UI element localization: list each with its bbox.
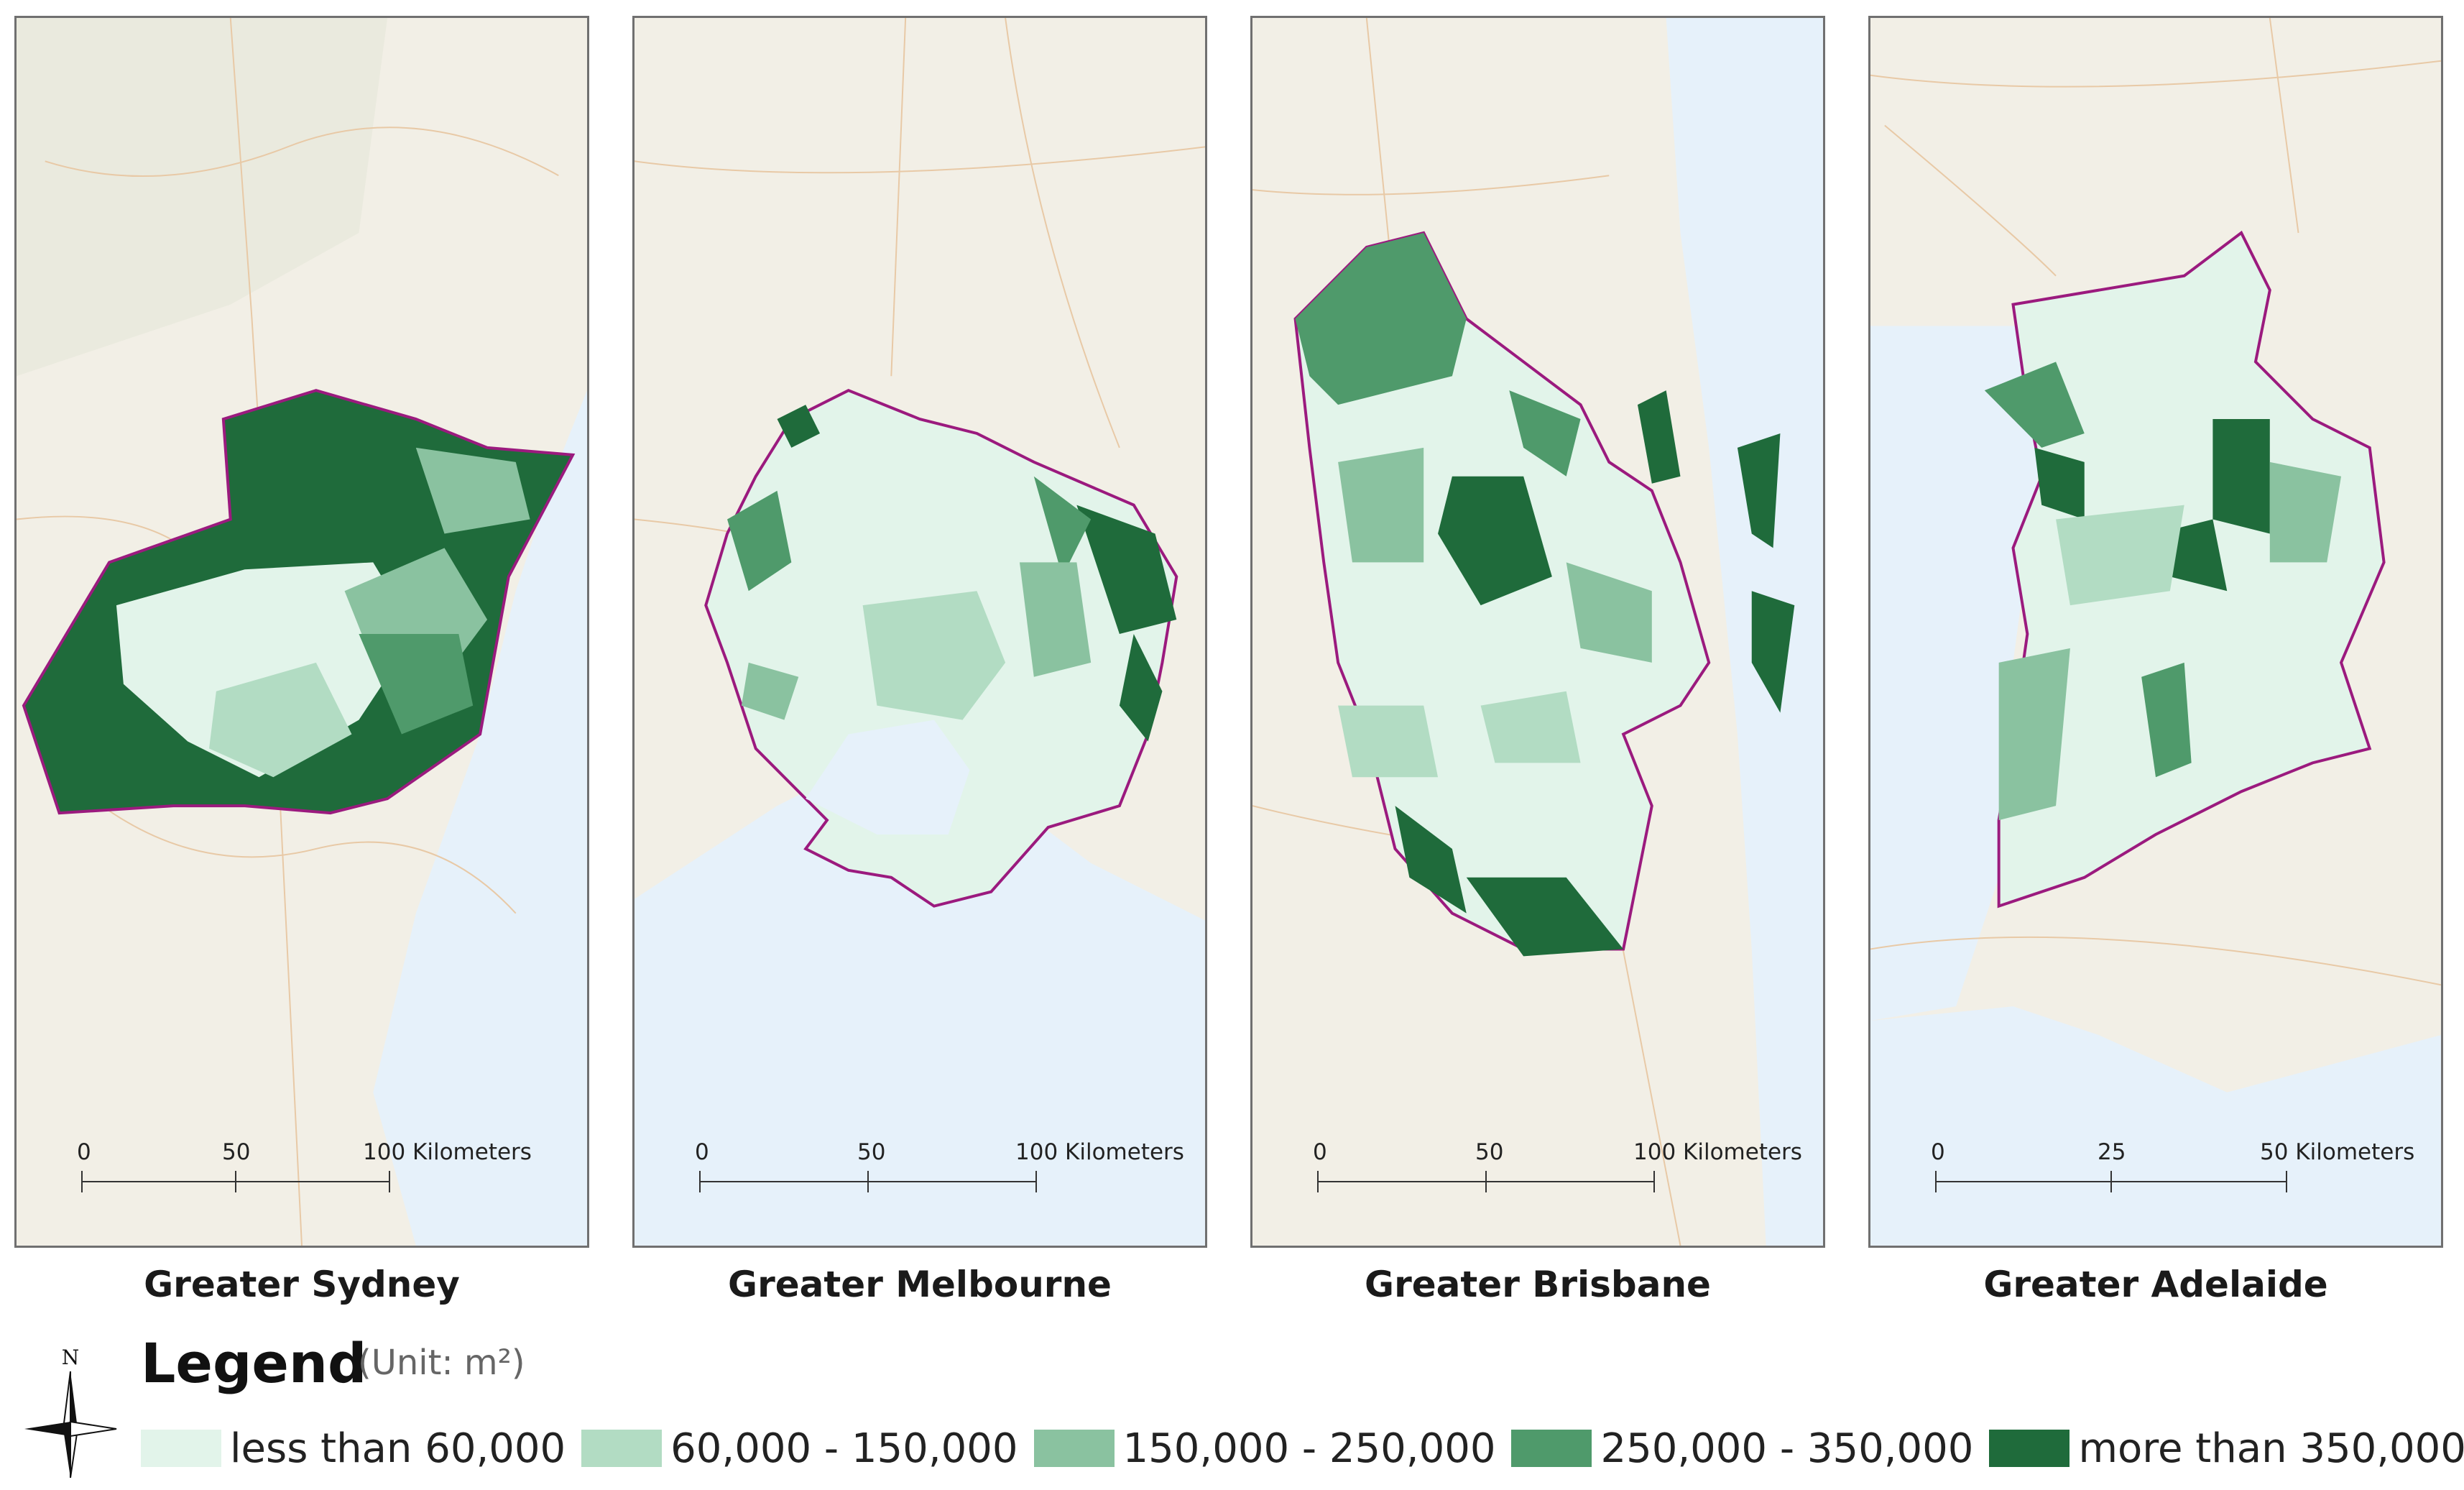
scale-tick bbox=[2110, 1171, 2112, 1192]
map-panel-adelaide: 0 25 50 Kilometers bbox=[1868, 16, 2443, 1248]
scale-tick bbox=[389, 1171, 390, 1192]
map-melbourne bbox=[635, 18, 1205, 1246]
scale-tick-label: 0 bbox=[77, 1139, 91, 1165]
scale-tick-label: 25 bbox=[2098, 1139, 2126, 1165]
north-label: N bbox=[62, 1346, 80, 1369]
north-arrow-icon: N bbox=[20, 1344, 121, 1481]
map-panel-melbourne: 0 50 100 Kilometers bbox=[632, 16, 1207, 1248]
scale-tick-label: 50 bbox=[1475, 1139, 1504, 1165]
scale-tick bbox=[867, 1171, 869, 1192]
scale-tick bbox=[699, 1171, 701, 1192]
scalebar-brisbane: 0 50 100 Kilometers bbox=[1313, 1139, 1802, 1225]
scalebar-adelaide: 0 25 50 Kilometers bbox=[1931, 1139, 2414, 1225]
scale-tick bbox=[81, 1171, 83, 1192]
legend-label: 250,000 - 350,000 bbox=[1600, 1425, 1974, 1472]
legend-label: less than 60,000 bbox=[230, 1425, 566, 1472]
legend-item: 60,000 - 150,000 bbox=[581, 1425, 1018, 1472]
legend-item: 250,000 - 350,000 bbox=[1511, 1425, 1973, 1472]
legend-item: more than 350,000 bbox=[1989, 1425, 2464, 1472]
scale-tick-label: 100 Kilometers bbox=[1633, 1139, 1802, 1165]
caption-adelaide: Greater Adelaide bbox=[1983, 1264, 2328, 1305]
scale-tick bbox=[2286, 1171, 2287, 1192]
caption-melbourne: Greater Melbourne bbox=[728, 1264, 1112, 1305]
scale-tick-label: 0 bbox=[695, 1139, 709, 1165]
map-adelaide bbox=[1870, 18, 2441, 1246]
legend-label: 150,000 - 250,000 bbox=[1122, 1425, 1496, 1472]
scale-tick bbox=[1035, 1171, 1037, 1192]
legend-unit: (Unit: m²) bbox=[358, 1343, 525, 1383]
legend-swatch bbox=[141, 1430, 221, 1467]
map-panel-brisbane: 0 50 100 Kilometers bbox=[1250, 16, 1825, 1248]
scalebar-melbourne: 0 50 100 Kilometers bbox=[695, 1139, 1184, 1225]
map-sydney bbox=[17, 18, 587, 1246]
caption-sydney: Greater Sydney bbox=[144, 1264, 460, 1305]
scale-tick-label: 50 Kilometers bbox=[2260, 1139, 2415, 1165]
scalebar-sydney: 0 50 100 Kilometers bbox=[77, 1139, 541, 1225]
legend-item: less than 60,000 bbox=[141, 1425, 566, 1472]
legend-label: more than 350,000 bbox=[2078, 1425, 2464, 1472]
scale-tick bbox=[235, 1171, 236, 1192]
legend-title: Legend bbox=[141, 1331, 367, 1395]
scale-tick-label: 0 bbox=[1313, 1139, 1327, 1165]
scale-tick-label: 0 bbox=[1931, 1139, 1945, 1165]
scale-tick bbox=[1935, 1171, 1937, 1192]
legend-swatch bbox=[581, 1430, 663, 1467]
legend-swatch bbox=[1989, 1430, 2070, 1467]
caption-brisbane: Greater Brisbane bbox=[1365, 1264, 1711, 1305]
scale-tick-label: 50 bbox=[222, 1139, 251, 1165]
legend-item: 150,000 - 250,000 bbox=[1033, 1425, 1496, 1472]
map-brisbane bbox=[1252, 18, 1823, 1246]
legend-swatch bbox=[1511, 1430, 1592, 1467]
scale-tick bbox=[1485, 1171, 1487, 1192]
legend-classes: less than 60,000 60,000 - 150,000 150,00… bbox=[141, 1420, 2464, 1477]
legend-swatch bbox=[1033, 1430, 1115, 1467]
scale-tick-label: 50 bbox=[857, 1139, 886, 1165]
legend-label: 60,000 - 150,000 bbox=[670, 1425, 1018, 1472]
scale-tick-label: 100 Kilometers bbox=[1015, 1139, 1184, 1165]
map-panel-sydney: 0 50 100 Kilometers bbox=[14, 16, 589, 1248]
scale-tick bbox=[1317, 1171, 1319, 1192]
scale-tick-label: 100 Kilometers bbox=[363, 1139, 532, 1165]
scale-tick bbox=[1653, 1171, 1655, 1192]
